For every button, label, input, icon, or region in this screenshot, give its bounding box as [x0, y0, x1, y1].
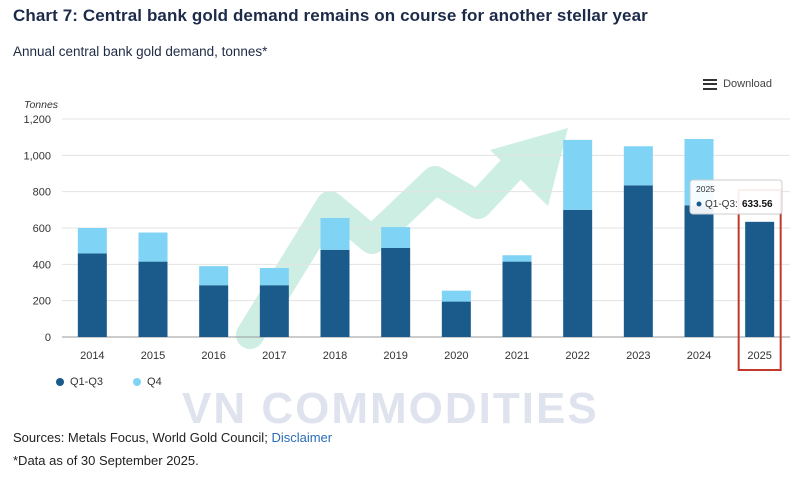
legend-marker-q1q3: [56, 378, 64, 386]
legend-marker-q4: [133, 378, 142, 386]
x-tick-label: 2014: [80, 350, 104, 362]
disclaimer-link[interactable]: Disclaimer: [271, 430, 333, 445]
y-tick-label: 1,000: [23, 150, 51, 162]
bar-q4-2021: [502, 255, 532, 262]
x-tick-label: 2019: [383, 350, 407, 362]
bar-q4-2015: [138, 232, 168, 262]
bar-q1q3-2015: [138, 261, 168, 337]
bar-q1q3-2014: [77, 253, 107, 337]
y-tick-label: 800: [33, 187, 51, 199]
bar-q4-2016: [199, 266, 229, 286]
bar-q4-2022: [563, 139, 593, 210]
bar-q4-2020: [441, 290, 471, 302]
tooltip-box: [689, 179, 783, 215]
data-note: *Data as of 30 September 2025.: [13, 453, 199, 468]
watermark-arrow: [236, 128, 568, 349]
x-tick-label: 2018: [323, 350, 347, 362]
menu-icon: [703, 78, 718, 90]
x-tick-label: 2016: [201, 350, 225, 362]
x-tick-label: 2022: [565, 350, 589, 362]
legend: Q1-Q3 Q4: [56, 376, 162, 388]
legend-item-q4[interactable]: Q4: [133, 376, 162, 388]
y-axis-title: Tonnes: [24, 99, 59, 111]
bar-q1q3-2024: [684, 205, 714, 337]
bar-q1q3-2019: [381, 247, 411, 337]
tooltip: 2025 Q1-Q3: 633.56: [689, 179, 783, 215]
bar-q1q3-2022: [563, 209, 593, 337]
bar-q1q3-2021: [502, 261, 532, 337]
bar-q1q3-2025: [745, 221, 775, 337]
watermark-arrow-head: [490, 128, 568, 206]
bar-q4-2018: [320, 218, 350, 250]
bar-q4-2023: [623, 146, 653, 186]
x-tick-label: 2021: [505, 350, 529, 362]
watermark: VN COMMODITIES: [182, 384, 599, 433]
x-tick-label: 2025: [747, 350, 771, 362]
y-tick-label: 0: [45, 332, 51, 344]
x-tick-label: 2020: [444, 350, 468, 362]
chart-title: Chart 7: Central bank gold demand remain…: [13, 6, 648, 25]
tooltip-year: 2025: [696, 184, 715, 194]
bar-q1q3-2018: [320, 249, 350, 337]
y-tick-label: 400: [33, 259, 51, 271]
tooltip-value: 633.56: [742, 199, 773, 210]
sources-text: Sources: Metals Focus, World Gold Counci…: [13, 430, 268, 445]
bar-q4-2014: [77, 228, 107, 254]
sources: Sources: Metals Focus, World Gold Counci…: [13, 430, 332, 445]
y-tick-label: 600: [33, 223, 51, 235]
y-tick-label: 1,200: [23, 114, 51, 126]
y-tick-label: 200: [33, 296, 51, 308]
bar-q4-2019: [381, 227, 411, 248]
chart-subtitle: Annual central bank gold demand, tonnes*: [13, 44, 268, 59]
download-label: Download: [723, 78, 772, 90]
bar-q1q3-2016: [199, 285, 229, 337]
legend-item-q1q3[interactable]: Q1-Q3: [56, 376, 103, 388]
tooltip-marker: [696, 201, 702, 207]
x-tick-label: 2024: [687, 350, 711, 362]
download-button[interactable]: Download: [703, 78, 772, 90]
legend-label-q4: Q4: [147, 376, 162, 388]
bar-q4-2017: [259, 267, 289, 286]
x-tick-label: 2015: [141, 350, 165, 362]
x-tick-label: 2017: [262, 350, 286, 362]
tooltip-series: Q1-Q3:: [705, 199, 738, 210]
bar-chart: 0 200 400 600 800 1,000 1,200 Tonnes 2014 2015 201…: [23, 99, 790, 371]
x-tick-label: 2023: [626, 350, 650, 362]
bar-q1q3-2020: [441, 301, 471, 337]
bar-q1q3-2023: [623, 185, 653, 337]
legend-label-q1q3: Q1-Q3: [70, 376, 104, 388]
watermark-arrow-stroke: [236, 146, 534, 349]
bar-q1q3-2017: [259, 285, 289, 337]
